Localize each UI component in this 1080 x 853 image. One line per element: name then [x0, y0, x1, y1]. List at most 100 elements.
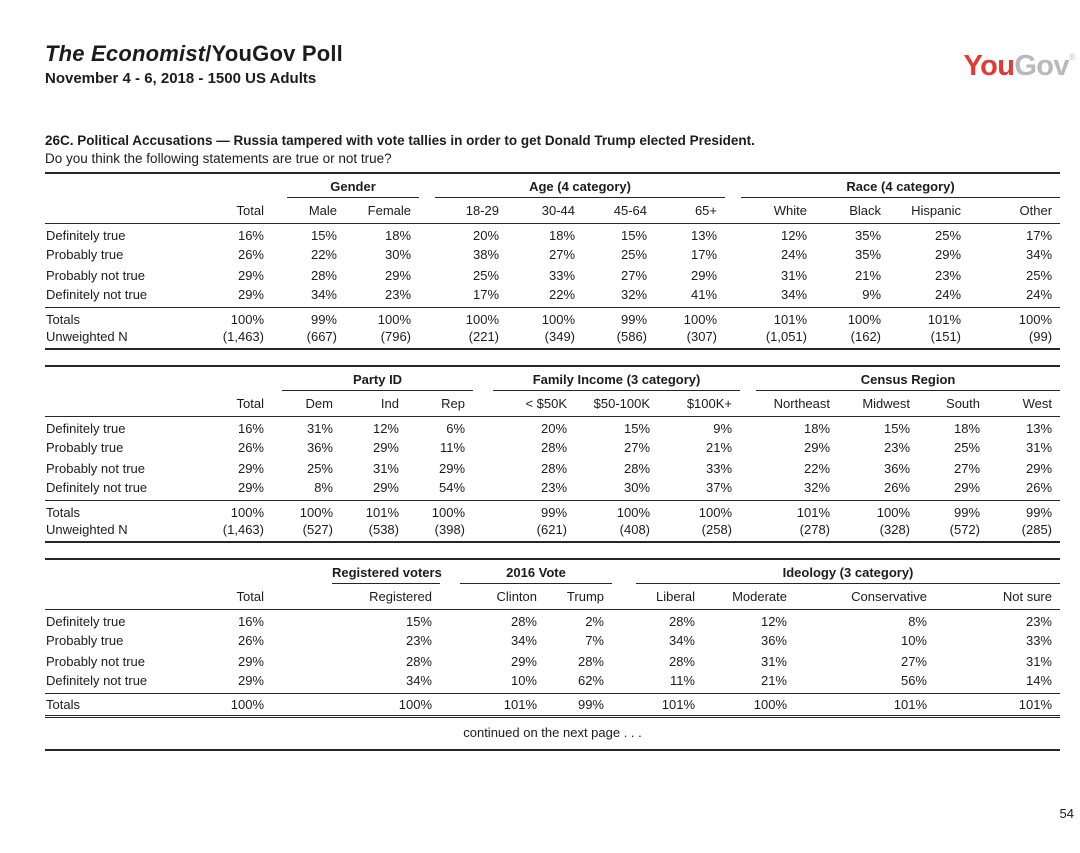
value-cell: 99% — [493, 499, 576, 521]
value-cell: 99% — [583, 306, 656, 328]
row-label: Probably true — [46, 247, 124, 262]
group-gap — [272, 609, 332, 630]
value-cell: 16% — [237, 420, 264, 436]
value-cell: (221) — [468, 329, 500, 344]
value-cell: 29% — [384, 268, 412, 283]
value-cell: 29% — [237, 287, 264, 303]
group-gap — [419, 306, 436, 328]
value-cell: 99% — [918, 499, 989, 521]
value-cell: 27% — [900, 654, 927, 669]
group-gap — [272, 366, 282, 390]
value-cell: 26% — [237, 633, 264, 648]
value-cell: 6% — [446, 420, 466, 436]
value-cell: 25% — [472, 268, 500, 283]
value-cell: 11% — [439, 440, 466, 455]
unweighted-n-label: Unweighted N — [46, 522, 128, 537]
value-cell: 24% — [780, 247, 808, 262]
column-group-header: Registered voters — [332, 559, 442, 584]
value-cell: 20% — [472, 227, 500, 243]
value-cell: 15% — [405, 613, 432, 629]
value-cell: 100% — [282, 499, 341, 521]
value-cell: 38% — [472, 247, 500, 262]
value-cell: 33% — [548, 268, 576, 283]
value-cell: 23% — [1025, 613, 1052, 629]
table-row: Probably not true 29% 28% 29% 28% 28% 31% 27% 31… — [45, 651, 1060, 672]
totals-label: Totals — [45, 306, 205, 328]
value-cell: 23% — [540, 480, 568, 496]
group-gap — [272, 328, 287, 349]
column-header: Dem — [282, 390, 341, 417]
crosstab-tables: Gender Age (4 category) Race (4 category) T… — [45, 172, 1061, 751]
value-cell: 101% — [636, 692, 703, 716]
value-cell: 27% — [953, 461, 981, 476]
table-row: Totals 100% 99% 100% 100% 100% 99% 100% 101% 100%… — [45, 306, 1061, 328]
value-cell: 12% — [760, 613, 787, 629]
value-cell: 10% — [510, 673, 537, 689]
column-header-row: Total Dem Ind Rep < $50K $50-100K $100K+ Northe… — [45, 390, 1061, 417]
table-row: Probably true 26% 36% 29% 11% 28% 27% 21% 29% 23%… — [45, 437, 1060, 458]
value-cell: 100% — [345, 306, 420, 328]
group-gap — [740, 390, 757, 417]
value-cell: 34% — [510, 633, 537, 648]
row-label: Probably true — [46, 440, 124, 455]
group-gap — [612, 609, 636, 630]
group-gap — [725, 306, 742, 328]
column-header: 45-64 — [583, 197, 656, 224]
value-cell: 28% — [668, 613, 695, 629]
table-row: Totals 100% 100% 101% 99% 101% 100% 101% 101% — [45, 692, 1060, 716]
corner-cell — [45, 559, 205, 583]
value-cell: (527) — [302, 522, 333, 537]
value-cell: 15% — [310, 227, 337, 243]
group-gap — [272, 630, 332, 651]
value-cell: (1,463) — [222, 522, 264, 537]
value-cell: 100% — [205, 306, 272, 328]
value-cell: 29% — [803, 440, 831, 455]
value-cell: (408) — [619, 522, 651, 537]
group-gap — [272, 173, 287, 197]
column-header: Male — [287, 197, 345, 224]
table-row: Totals 100% 100% 101% 100% 99% 100% 100% 101% 100… — [45, 499, 1061, 521]
value-cell: 32% — [620, 287, 648, 303]
unweighted-n-label: Unweighted N — [46, 329, 128, 344]
value-cell: 29% — [237, 461, 264, 476]
value-cell: 56% — [900, 673, 927, 689]
yougov-logo: YouGov® — [963, 50, 1076, 83]
value-cell: 31% — [306, 420, 333, 436]
column-header: Black — [815, 197, 890, 224]
column-group-header: Family Income (3 category) — [493, 366, 741, 391]
value-cell: 7% — [585, 633, 604, 648]
value-cell: (398) — [434, 522, 466, 537]
value-cell: 16% — [237, 227, 264, 243]
value-cell: 37% — [705, 480, 733, 496]
value-cell: 17% — [1026, 227, 1053, 243]
group-gap — [440, 672, 460, 693]
value-cell: 25% — [934, 227, 962, 243]
value-cell: 21% — [760, 673, 787, 689]
question-prompt: Do you think the following statements ar… — [45, 151, 392, 166]
value-cell: 9% — [713, 420, 733, 436]
group-gap — [419, 328, 435, 349]
question-title: 26C. Political Accusations — Russia tamp… — [45, 133, 755, 148]
value-cell: 29% — [953, 480, 981, 496]
column-header: Total — [205, 583, 272, 610]
column-header: Registered — [332, 583, 440, 610]
value-cell: 29% — [237, 268, 264, 283]
value-cell: 99% — [287, 306, 345, 328]
poll-name: /YouGov Poll — [205, 41, 343, 66]
group-gap — [272, 499, 282, 521]
table-row: Definitely not true 29% 34% 10% 62% 11% 21% 56%… — [45, 672, 1060, 693]
group-gap — [725, 197, 742, 224]
value-cell: (328) — [879, 522, 911, 537]
logo-gov: Gov — [1014, 50, 1069, 82]
group-gap — [473, 479, 493, 500]
value-cell: 11% — [669, 673, 695, 689]
logo-you: You — [963, 50, 1015, 82]
value-cell: (258) — [701, 522, 733, 537]
value-cell: (151) — [930, 329, 962, 344]
value-cell: 26% — [237, 247, 264, 262]
value-cell: (162) — [850, 329, 882, 344]
poll-dates: November 4 - 6, 2018 - 1500 US Adults — [45, 70, 317, 87]
column-header: $50-100K — [575, 390, 659, 417]
value-cell: 101% — [889, 306, 970, 328]
